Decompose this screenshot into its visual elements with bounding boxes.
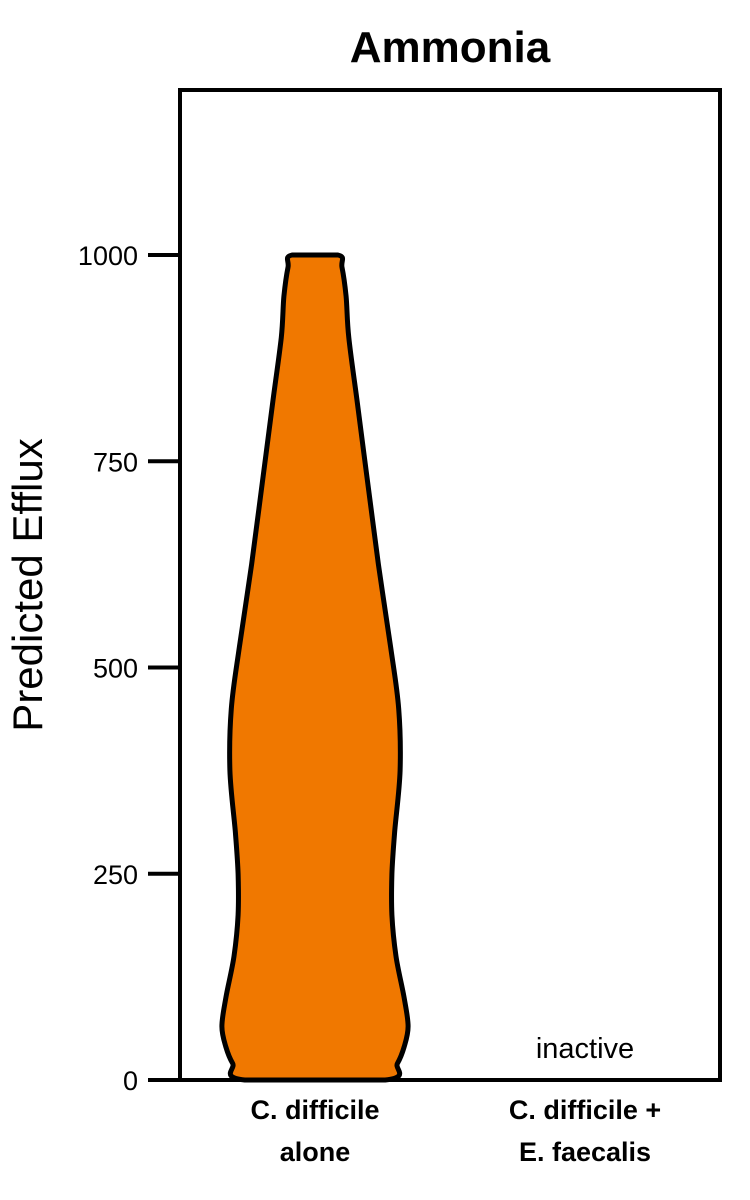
annotation-0: inactive	[536, 1033, 634, 1065]
violin-0	[219, 252, 411, 1083]
y-tick-label-1000: 1000	[78, 241, 138, 271]
y-axis-label: Predicted Efflux	[4, 438, 51, 731]
chart-title: Ammonia	[350, 23, 551, 72]
y-tick-label-750: 750	[93, 447, 138, 477]
plot-area	[219, 252, 411, 1083]
y-tick-label-0: 0	[123, 1066, 138, 1096]
x-axis: C. difficile alone C. difficile + E. faecal…	[250, 1033, 661, 1167]
y-tick-label-500: 500	[93, 654, 138, 684]
x-category-label-1-line-0: C. difficile +	[509, 1095, 661, 1125]
plot-frame	[178, 88, 722, 1082]
y-axis: 0 250 500 750 1000	[78, 241, 180, 1096]
x-category-label-0-line-1: alone	[280, 1137, 351, 1167]
y-tick-label-250: 250	[93, 860, 138, 890]
x-category-label-0-line-0: C. difficile	[250, 1095, 379, 1125]
x-category-label-1-line-1: E. faecalis	[519, 1137, 651, 1167]
